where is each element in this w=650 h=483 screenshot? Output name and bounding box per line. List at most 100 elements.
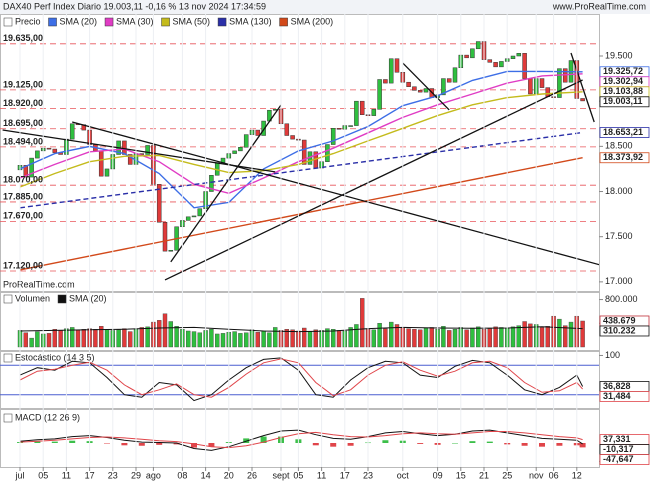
level-label: 18.920,00 bbox=[3, 98, 43, 108]
volume-bar bbox=[220, 333, 226, 348]
macd-histogram bbox=[556, 443, 563, 446]
legend-label: SMA (30) bbox=[116, 16, 154, 26]
volume-bar bbox=[81, 329, 87, 348]
candle-body bbox=[197, 208, 203, 217]
volume-bar bbox=[476, 326, 481, 348]
value-tag-label: 31,484 bbox=[603, 391, 631, 401]
candle-body bbox=[209, 175, 214, 192]
candle-body bbox=[145, 145, 150, 155]
volume-bar bbox=[145, 326, 150, 348]
volume-bar bbox=[52, 329, 57, 348]
x-tick-label: 26 bbox=[247, 470, 257, 480]
line bbox=[72, 121, 599, 266]
macd-histogram bbox=[138, 443, 145, 446]
x-tick-label: 15 bbox=[456, 470, 466, 480]
candle-body bbox=[487, 59, 493, 63]
x-tick-label: 25 bbox=[502, 470, 512, 480]
volume-bar bbox=[331, 329, 336, 348]
panel-title: Estocástico (14 3 5) bbox=[15, 352, 95, 362]
volume-bar bbox=[214, 333, 220, 348]
volume-bar bbox=[273, 327, 278, 348]
level-label: 17.120,00 bbox=[3, 260, 43, 270]
macd-histogram bbox=[521, 443, 528, 446]
candle-body bbox=[406, 81, 411, 87]
value-tag bbox=[599, 454, 650, 465]
volume-bar bbox=[174, 326, 179, 348]
level-label: 19.635,00 bbox=[3, 33, 43, 43]
line bbox=[19, 131, 583, 209]
volume-bar bbox=[452, 329, 458, 348]
panel-frame bbox=[0, 14, 600, 292]
volume-bar bbox=[243, 332, 249, 348]
x-tick-label: 05 bbox=[293, 470, 303, 480]
line bbox=[19, 326, 583, 333]
source: www.ProRealTime.com bbox=[552, 1, 646, 11]
volume-bar bbox=[261, 330, 266, 348]
candle-body bbox=[383, 79, 388, 84]
value-tag bbox=[599, 96, 650, 108]
macd-histogram bbox=[452, 443, 458, 444]
volume-bar bbox=[325, 328, 330, 348]
volume-bar bbox=[168, 321, 174, 348]
volume-bar bbox=[232, 331, 237, 348]
legend-swatch bbox=[104, 17, 114, 27]
candle-body bbox=[255, 129, 261, 136]
line bbox=[19, 357, 584, 402]
legend-label: SMA (50) bbox=[173, 16, 211, 26]
candle-body bbox=[46, 147, 52, 150]
x-tick-label: 11 bbox=[62, 470, 71, 480]
volume-bar bbox=[464, 329, 469, 348]
volume-bar bbox=[412, 329, 417, 348]
volume-bar bbox=[156, 320, 162, 348]
volume-bar bbox=[429, 327, 434, 348]
candle-body bbox=[330, 128, 336, 145]
candle-body bbox=[122, 140, 127, 155]
x-tick-label: 11 bbox=[317, 470, 326, 480]
volume-bar bbox=[35, 331, 40, 348]
macd-histogram bbox=[312, 443, 319, 446]
candle-body bbox=[522, 53, 527, 79]
panel-frame bbox=[0, 409, 600, 468]
macd-histogram bbox=[579, 443, 586, 448]
candle-body bbox=[52, 148, 58, 153]
x-tick-label: 12 bbox=[572, 470, 582, 480]
y-tick-label: 17.000 bbox=[605, 276, 633, 286]
value-tag-label: 19.003,11 bbox=[603, 96, 643, 106]
candle-body bbox=[452, 67, 458, 83]
candle-body bbox=[162, 221, 168, 252]
line bbox=[19, 431, 583, 449]
candle-body bbox=[301, 139, 307, 165]
candle-body bbox=[423, 88, 429, 93]
volume-bar bbox=[487, 328, 492, 348]
line bbox=[19, 73, 583, 195]
volume-bar bbox=[418, 329, 423, 348]
y-tick-label: 17.500 bbox=[605, 231, 633, 241]
macd-histogram bbox=[104, 443, 110, 444]
macd-histogram bbox=[51, 441, 58, 443]
value-tag bbox=[599, 152, 650, 164]
value-tag bbox=[599, 325, 650, 337]
panel bbox=[17, 298, 585, 348]
x-tick-label: nov bbox=[529, 470, 544, 480]
macd-histogram bbox=[347, 443, 354, 446]
volume-bar bbox=[441, 326, 446, 348]
volume-bar bbox=[46, 333, 52, 348]
macd-histogram bbox=[330, 443, 337, 447]
value-tag-label: 310.232 bbox=[603, 325, 636, 335]
volume-bar bbox=[29, 337, 34, 348]
legend-swatch bbox=[3, 17, 13, 27]
legend-label: Precio bbox=[15, 16, 41, 26]
volume-bar bbox=[122, 328, 127, 348]
chart-title: DAX40 Perf Index Diario 19.003,11 -0,16 … bbox=[3, 1, 266, 11]
macd-histogram bbox=[382, 440, 389, 443]
volume-bar bbox=[162, 313, 168, 348]
volume-bar bbox=[238, 333, 243, 348]
candle-body bbox=[475, 41, 481, 50]
value-tag-label: -10,317 bbox=[603, 444, 634, 454]
volume-bar bbox=[557, 318, 562, 348]
x-tick-label: oct bbox=[397, 470, 410, 480]
value-tag-label: 19.302,94 bbox=[603, 76, 643, 86]
y-tick-label: 18.500 bbox=[605, 141, 633, 151]
legend-swatch bbox=[217, 17, 227, 27]
macd-histogram bbox=[486, 441, 493, 443]
